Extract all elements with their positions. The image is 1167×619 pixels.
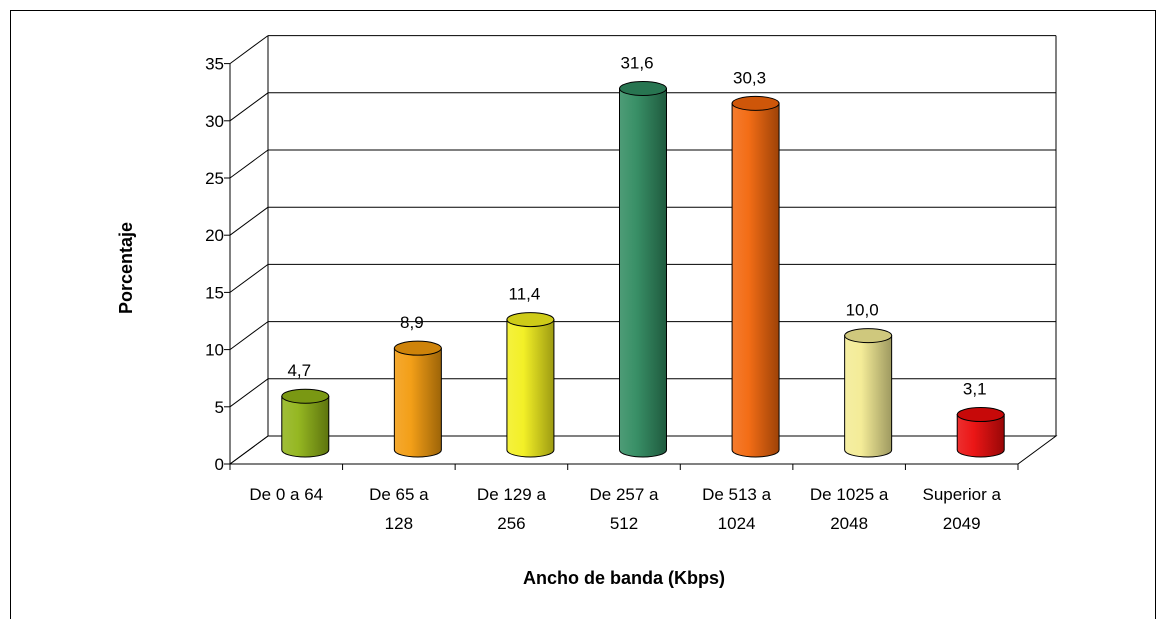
bar — [281, 388, 330, 458]
bar-top — [731, 95, 780, 111]
x-tick-label: De 65 a — [369, 485, 429, 504]
y-tick-label: 35 — [205, 55, 224, 74]
data-label: 10,0 — [846, 301, 879, 320]
bar — [844, 328, 893, 458]
y-tick-label: 25 — [205, 169, 224, 188]
y-tick-label: 10 — [205, 341, 224, 360]
bars — [281, 80, 1005, 458]
y-tick-label: 30 — [205, 112, 224, 131]
side-wall-gridline — [229, 35, 269, 65]
x-tick-label: 128 — [385, 514, 413, 533]
bar-body — [844, 335, 893, 458]
side-wall-gridline — [229, 206, 269, 236]
x-tick-label: 2049 — [943, 514, 981, 533]
data-labels: 4,7 8,9 11,4 31,6 30,3 10,0 3,1 — [287, 53, 986, 398]
bar-body — [619, 87, 667, 458]
bar — [731, 95, 780, 458]
bar-body — [393, 347, 442, 458]
x-tick-label: De 513 a — [702, 485, 772, 504]
bar-top — [393, 340, 442, 356]
bar-body — [956, 414, 1005, 458]
bar-top — [619, 80, 667, 96]
x-tick-label: De 257 a — [590, 485, 660, 504]
x-tick-label: 512 — [610, 514, 638, 533]
y-tick-label: 0 — [215, 455, 224, 474]
y-axis: 0 5 10 15 20 25 30 35 — [205, 55, 231, 474]
x-tick-label: De 0 a 64 — [249, 485, 323, 504]
data-label: 11,4 — [509, 285, 541, 304]
x-tick-label: De 1025 a — [810, 485, 889, 504]
bar — [956, 407, 1005, 458]
bar-body — [281, 395, 330, 458]
x-axis: De 0 a 64 De 65 a 128 De 129 a 256 De 257 a 51… — [229, 463, 1019, 533]
bar-body — [506, 319, 555, 458]
side-wall-gridline — [229, 92, 269, 122]
bar-top — [506, 312, 555, 328]
side-wall-gridline — [229, 263, 269, 293]
y-axis-title: Porcentaje — [116, 222, 136, 314]
chart-frame — [10, 10, 1156, 619]
y-tick-label: 5 — [215, 398, 224, 417]
side-wall-gridline — [229, 321, 269, 351]
bar-top — [844, 328, 893, 344]
y-tick-label: 15 — [205, 283, 224, 302]
x-axis-title: Ancho de banda (Kbps) — [523, 568, 725, 588]
data-label: 8,9 — [400, 313, 424, 332]
y-tick-label: 20 — [205, 226, 224, 245]
side-wall-gridline — [229, 149, 269, 179]
bar-top — [281, 388, 330, 404]
data-label: 4,7 — [287, 361, 311, 380]
bar — [506, 312, 555, 458]
x-tick-label: 2048 — [830, 514, 868, 533]
bar — [393, 340, 442, 458]
data-label: 31,6 — [620, 53, 653, 72]
data-label: 3,1 — [963, 380, 987, 399]
x-tick-label: Superior a — [922, 485, 1001, 504]
bar-top — [956, 407, 1005, 423]
bar — [619, 80, 667, 458]
x-tick-label: De 129 a — [477, 485, 547, 504]
x-tick-label: 1024 — [718, 514, 756, 533]
x-tick-label: 256 — [497, 514, 525, 533]
data-label: 30,3 — [733, 68, 766, 87]
side-wall-gridline — [229, 378, 269, 408]
bar-body — [731, 102, 780, 458]
